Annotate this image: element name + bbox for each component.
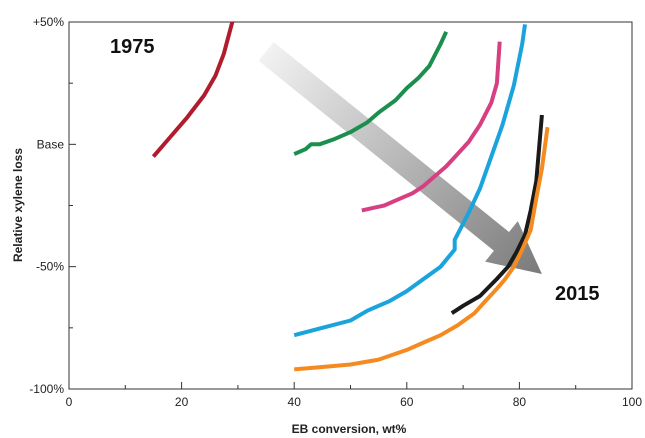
x-tick-label: 80 [513, 395, 527, 409]
axis-ticks [68, 21, 633, 390]
trend-arrow [258, 42, 542, 274]
start-year-label: 1975 [110, 36, 155, 58]
x-axis-label: EB conversion, wt% [292, 422, 407, 436]
y-tick-label: Base [37, 137, 65, 151]
x-tick-label: 60 [400, 395, 414, 409]
y-tick-label: +50% [33, 15, 64, 29]
plot-frame [68, 21, 633, 390]
series-line-4 [293, 24, 527, 338]
y-axis-label: Relative xylene loss [11, 148, 25, 262]
series-line-3 [361, 41, 502, 213]
end-year-label: 2015 [555, 283, 600, 305]
x-tick-label: 40 [288, 395, 302, 409]
series-line-1 [151, 21, 235, 158]
series-line-5 [450, 114, 544, 315]
y-tick-label: -100% [29, 382, 64, 396]
series-line-2 [293, 30, 449, 156]
x-tick-label: 20 [175, 395, 189, 409]
y-tick-label: -50% [36, 260, 64, 274]
x-tick-label: 0 [66, 395, 73, 409]
x-tick-label: 100 [622, 395, 642, 409]
tick-labels: 0 20 40 60 80 100 +50% Base -50% -100% [29, 15, 642, 409]
series-lines [151, 21, 550, 372]
series-line-6 [294, 126, 550, 372]
